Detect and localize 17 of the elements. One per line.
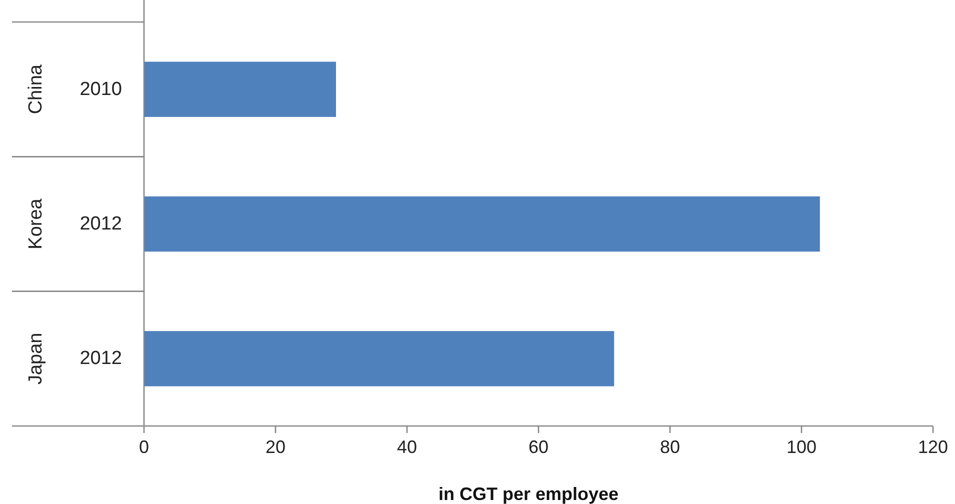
bar — [144, 62, 336, 117]
x-tick-label: 20 — [265, 437, 286, 457]
text: Japan — [26, 332, 46, 385]
bar — [144, 196, 820, 252]
x-tick-label: 40 — [396, 437, 418, 457]
x-tick-label: 60 — [528, 437, 549, 457]
y-tick-label: 2012 — [80, 348, 122, 370]
x-tick-label: 100 — [786, 437, 817, 457]
y-tick-label: 2012 — [80, 214, 122, 234]
y-tick-label: 2010 — [80, 78, 122, 100]
bar — [144, 331, 614, 386]
x-tick-label: 0 — [138, 437, 150, 457]
x-axis-title: in CGT per employee — [438, 484, 619, 504]
text: Korea — [26, 198, 46, 250]
x-tick-label: 80 — [660, 437, 680, 457]
x-tick-label: 120 — [918, 437, 948, 457]
text: China — [26, 64, 46, 114]
